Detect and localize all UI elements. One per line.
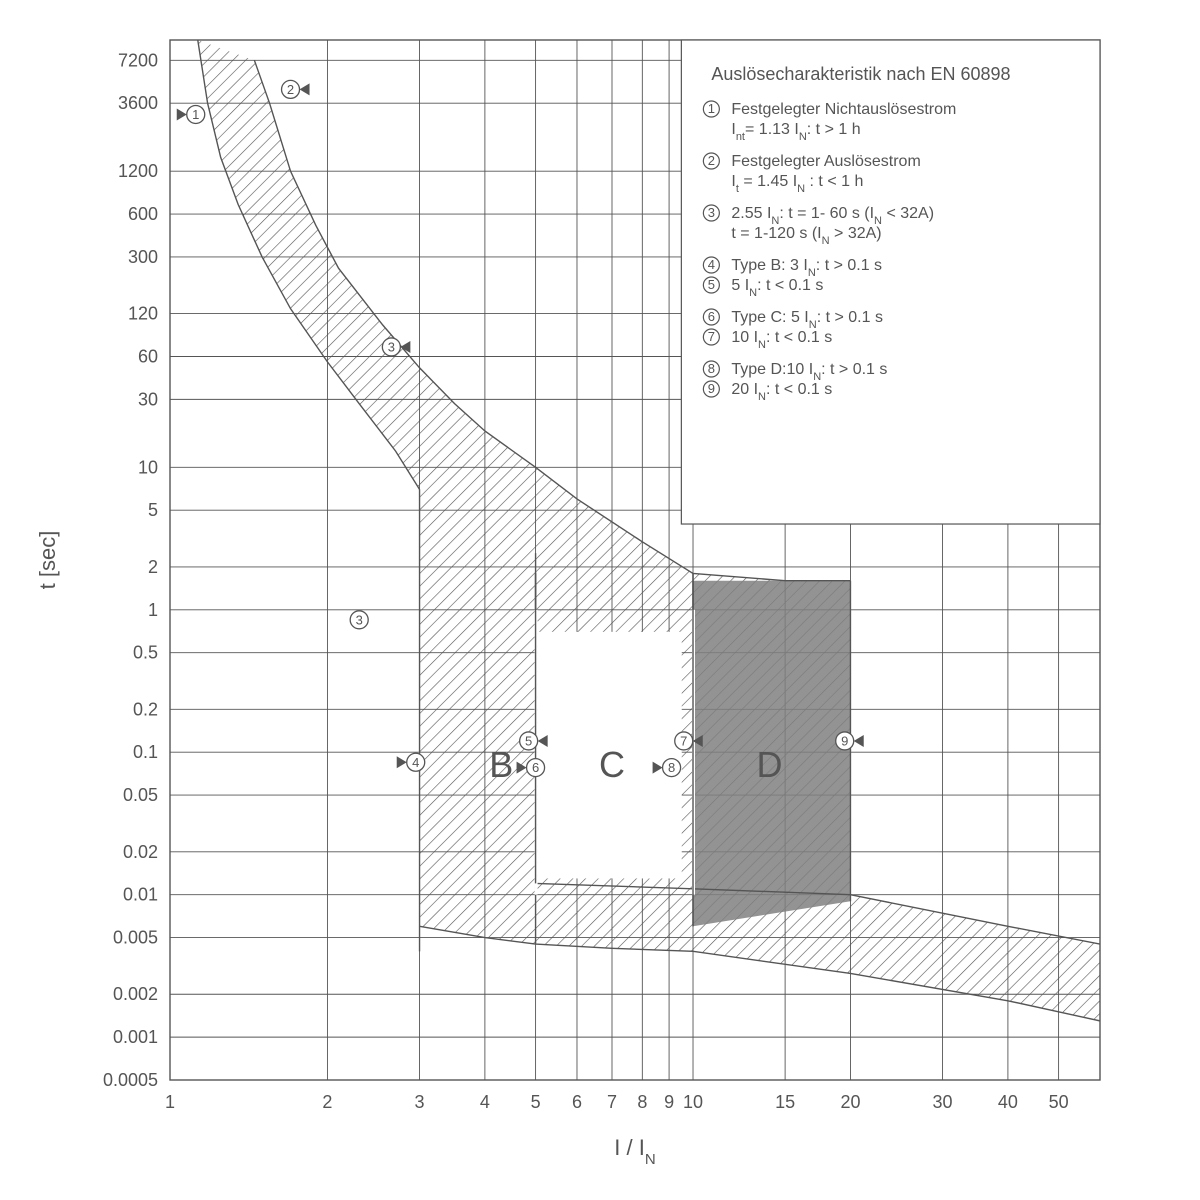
legend-title: Auslösecharakteristik nach EN 60898 <box>711 64 1010 84</box>
svg-text:C: C <box>599 744 625 785</box>
x-tick-label: 6 <box>572 1092 582 1112</box>
svg-text:8: 8 <box>668 760 675 775</box>
x-tick-label: 20 <box>840 1092 860 1112</box>
y-tick-label: 0.002 <box>113 984 158 1004</box>
y-tick-label: 7200 <box>118 50 158 70</box>
svg-text:7: 7 <box>680 733 687 748</box>
svg-text:1: 1 <box>192 107 199 122</box>
x-tick-label: 30 <box>933 1092 953 1112</box>
legend-entry-line: Festgelegter Nichtauslösestrom <box>731 101 956 118</box>
svg-text:7: 7 <box>708 329 715 344</box>
y-tick-label: 2 <box>148 557 158 577</box>
y-tick-label: 600 <box>128 204 158 224</box>
x-tick-label: 7 <box>607 1092 617 1112</box>
svg-text:4: 4 <box>708 257 715 272</box>
y-tick-label: 1200 <box>118 161 158 181</box>
svg-text:3: 3 <box>356 612 363 627</box>
y-tick-label: 0.1 <box>133 742 158 762</box>
x-tick-label: 8 <box>637 1092 647 1112</box>
svg-text:9: 9 <box>708 381 715 396</box>
svg-text:3: 3 <box>388 339 395 354</box>
y-tick-label: 10 <box>138 457 158 477</box>
svg-text:2: 2 <box>708 153 715 168</box>
svg-text:3: 3 <box>708 205 715 220</box>
svg-text:6: 6 <box>708 309 715 324</box>
y-tick-label: 300 <box>128 247 158 267</box>
y-tick-label: 3600 <box>118 93 158 113</box>
x-tick-label: 15 <box>775 1092 795 1112</box>
svg-text:8: 8 <box>708 361 715 376</box>
svg-text:D: D <box>756 744 782 785</box>
y-tick-label: 0.5 <box>133 643 158 663</box>
x-tick-label: 10 <box>683 1092 703 1112</box>
y-tick-label: 60 <box>138 346 158 366</box>
y-tick-label: 30 <box>138 389 158 409</box>
x-tick-label: 4 <box>480 1092 490 1112</box>
x-tick-label: 40 <box>998 1092 1018 1112</box>
y-tick-label: 0.005 <box>113 928 158 948</box>
y-tick-label: 5 <box>148 500 158 520</box>
svg-text:9: 9 <box>841 733 848 748</box>
svg-text:2: 2 <box>287 82 294 97</box>
x-tick-label: 3 <box>415 1092 425 1112</box>
y-tick-label: 0.01 <box>123 885 158 905</box>
svg-text:5: 5 <box>708 277 715 292</box>
svg-text:4: 4 <box>412 755 419 770</box>
trip-curve-chart: BCD12334567891234567891015203040500.0005… <box>0 0 1200 1200</box>
y-axis-label: t [sec] <box>35 531 60 590</box>
legend-entry-line: Festgelegter Auslösestrom <box>731 153 920 170</box>
svg-text:1: 1 <box>708 101 715 116</box>
x-tick-label: 1 <box>165 1092 175 1112</box>
y-tick-label: 0.001 <box>113 1027 158 1047</box>
y-tick-label: 0.05 <box>123 785 158 805</box>
y-tick-label: 0.02 <box>123 842 158 862</box>
svg-text:B: B <box>489 744 513 785</box>
svg-text:6: 6 <box>532 760 539 775</box>
x-tick-label: 5 <box>531 1092 541 1112</box>
y-tick-label: 1 <box>148 600 158 620</box>
x-tick-label: 2 <box>322 1092 332 1112</box>
x-tick-label: 9 <box>664 1092 674 1112</box>
y-tick-label: 0.0005 <box>103 1070 158 1090</box>
y-tick-label: 0.2 <box>133 699 158 719</box>
y-tick-label: 120 <box>128 304 158 324</box>
svg-text:5: 5 <box>525 733 532 748</box>
x-tick-label: 50 <box>1049 1092 1069 1112</box>
